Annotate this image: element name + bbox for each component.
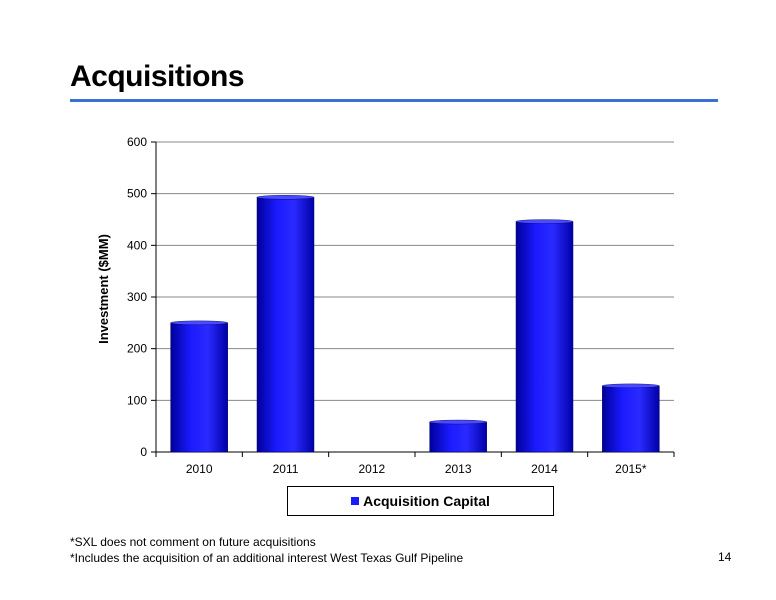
bar-top-2014 — [515, 219, 574, 224]
bar-top-2010 — [170, 320, 228, 326]
bar-top-2013 — [429, 419, 487, 425]
x-tick-label: 2014 — [531, 462, 558, 476]
bar-2013 — [429, 421, 487, 453]
bar-2014 — [515, 221, 574, 453]
y-tick-label: 600 — [127, 135, 147, 149]
legend-label: Acquisition Capital — [363, 493, 490, 509]
page-number: 14 — [718, 550, 732, 564]
y-tick-label: 100 — [127, 393, 147, 407]
y-tick-label: 0 — [140, 445, 147, 459]
y-tick-label: 400 — [127, 238, 147, 252]
y-tick-label: 500 — [127, 187, 147, 201]
legend-swatch — [351, 497, 360, 505]
footnote-2: *Includes the acquisition of an addition… — [70, 551, 464, 565]
x-tick-label: 2013 — [445, 462, 472, 476]
x-tick-label: 2011 — [273, 462, 299, 476]
bar-top-2015 — [602, 383, 660, 389]
title-underline — [70, 99, 718, 102]
slide-title: Acquisitions — [70, 60, 245, 93]
chart-legend: Acquisition Capital — [287, 486, 554, 516]
x-tick-label: 2010 — [186, 462, 213, 476]
bar-top-2011 — [256, 195, 315, 200]
bar-2011 — [256, 197, 315, 453]
footnote-1: *SXL does not comment on future acquisit… — [70, 535, 316, 549]
y-tick-label: 200 — [127, 342, 147, 356]
y-tick-label: 300 — [127, 290, 147, 304]
x-tick-label: 2012 — [358, 462, 385, 476]
footnotes: *SXL does not comment on future acquisit… — [70, 534, 463, 566]
x-tick-label: 2015* — [615, 462, 647, 476]
y-axis-label: Investment ($MM) — [96, 234, 111, 344]
bar-2015 — [602, 385, 660, 453]
bar-2010 — [170, 322, 228, 453]
